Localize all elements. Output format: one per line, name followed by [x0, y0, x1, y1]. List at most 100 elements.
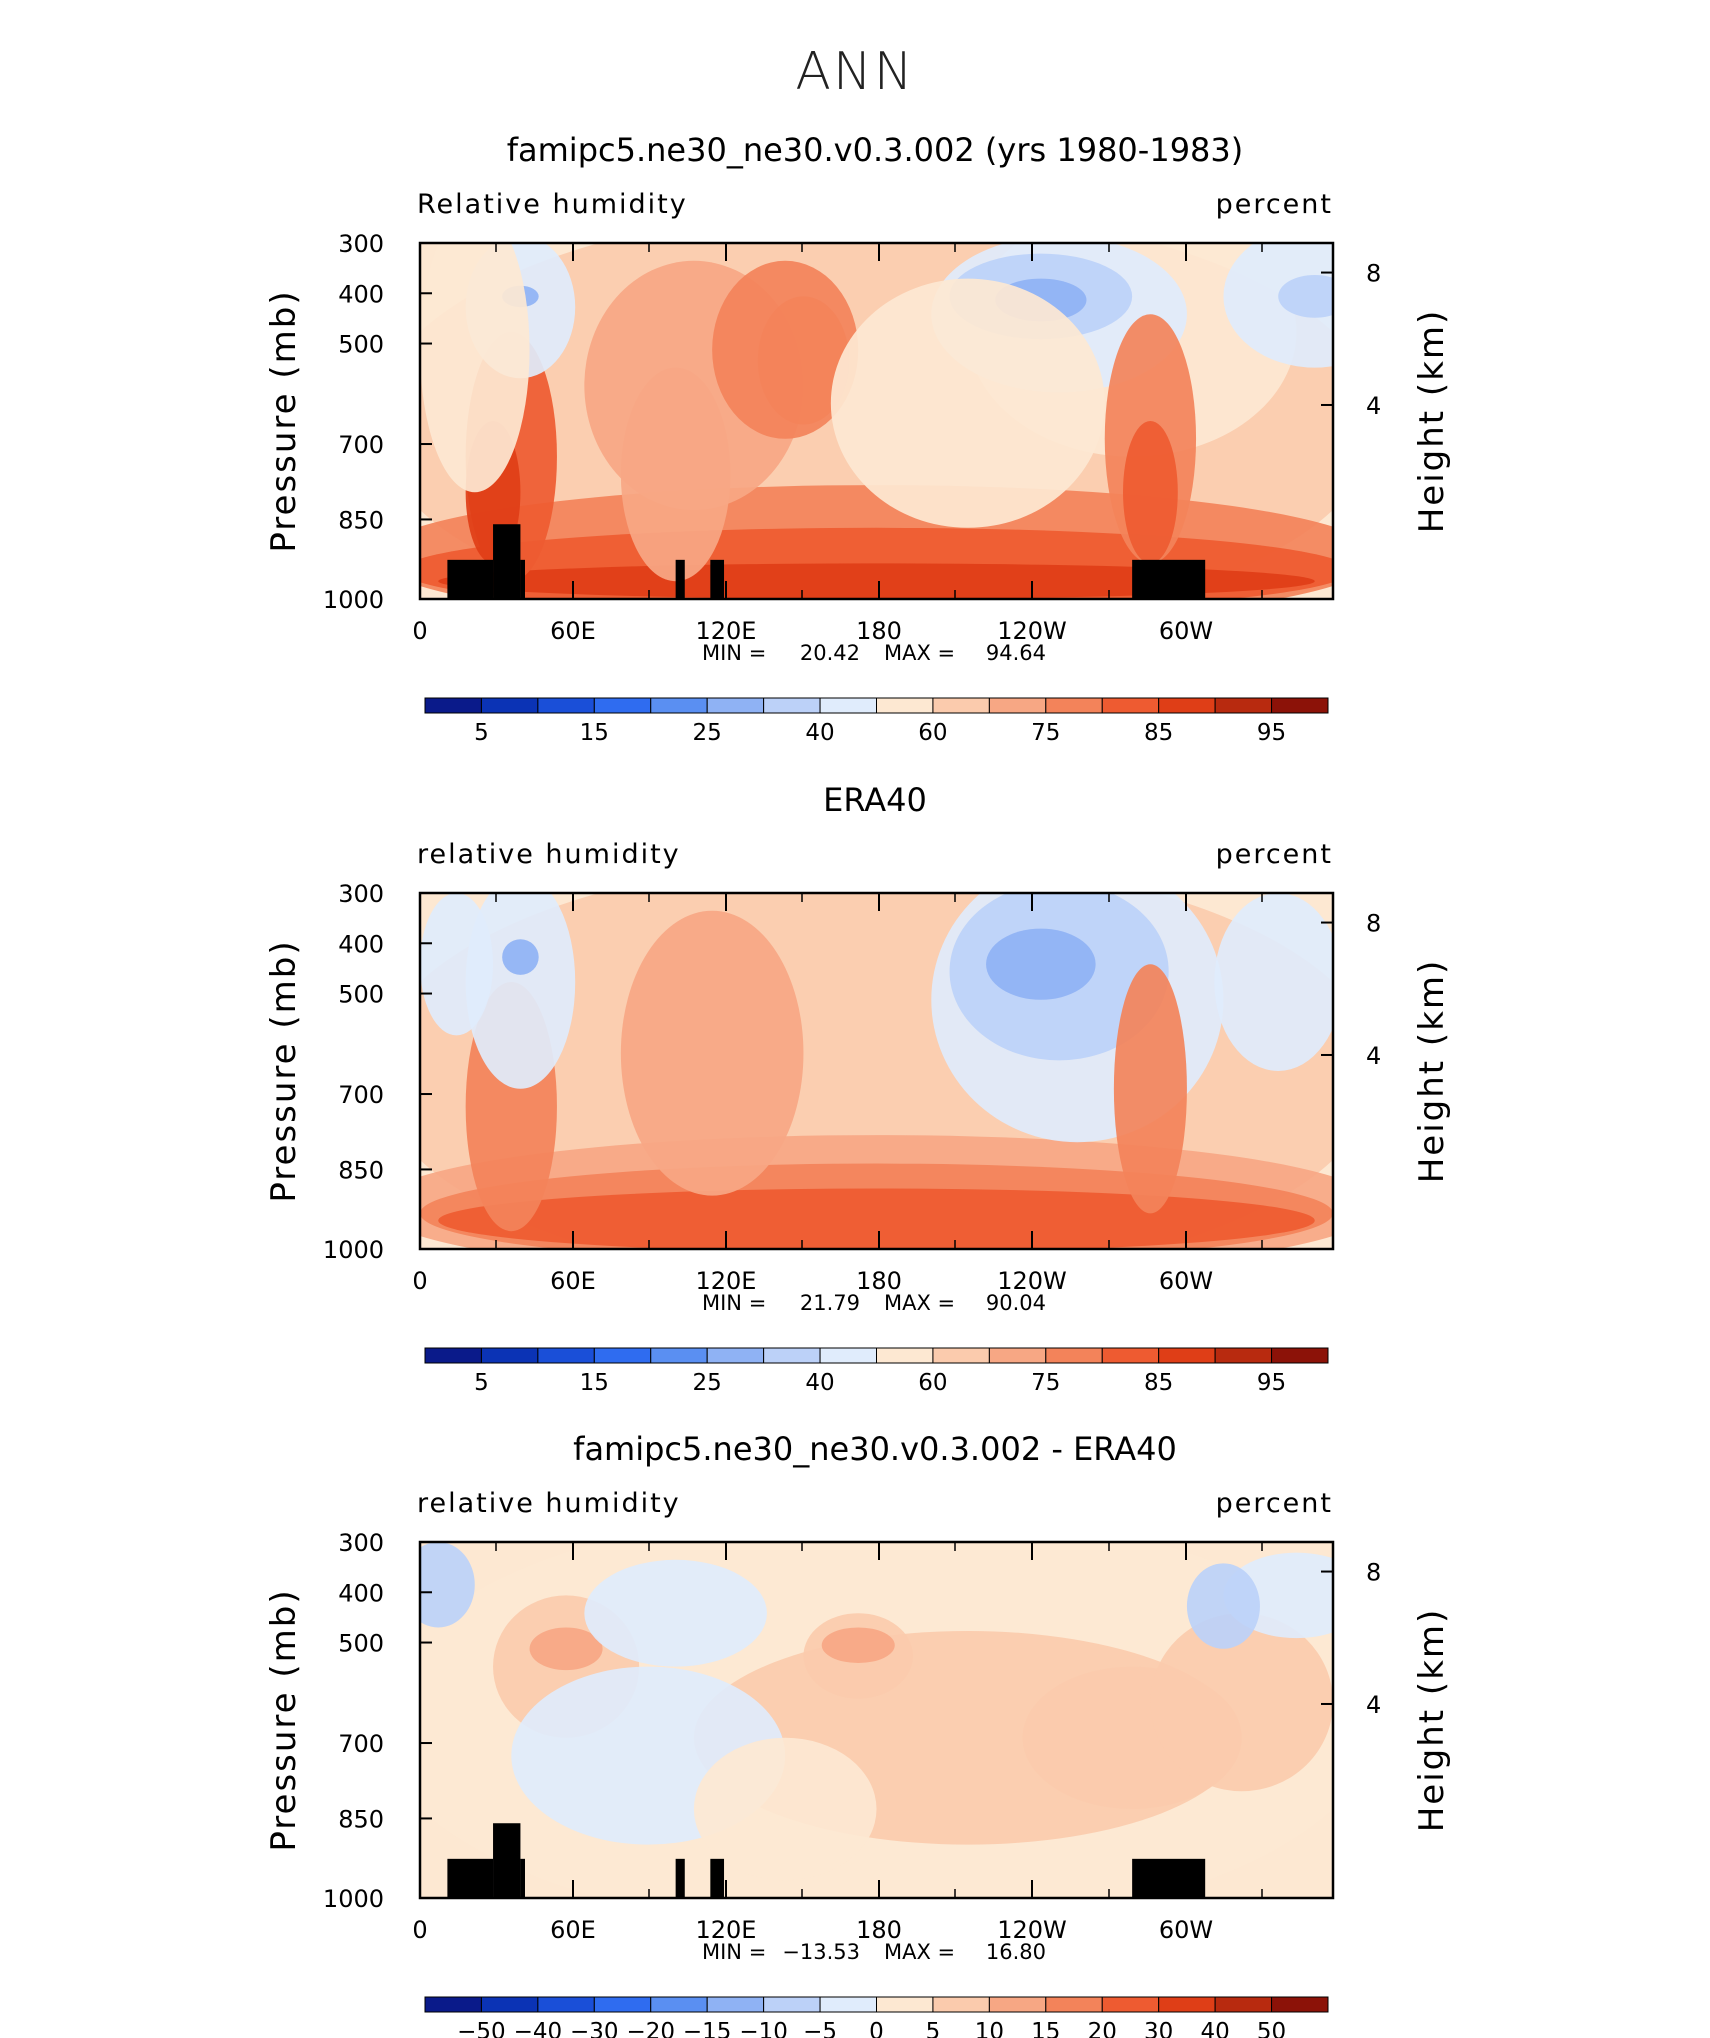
y-tick-label: 700 — [338, 1081, 384, 1109]
x-tick-label: 0 — [412, 1916, 427, 1944]
contour-region — [438, 1188, 1315, 1249]
x-tick-label: 60E — [550, 1916, 596, 1944]
colorbar-swatch — [480, 697, 539, 714]
contour-field — [420, 243, 1333, 599]
colorbar-swatch — [424, 1347, 482, 1364]
x-tick-label: 60E — [550, 1267, 596, 1295]
colorbar-swatch — [819, 1996, 877, 2013]
x-tick-label: 60W — [1159, 617, 1213, 645]
colorbar-swatch — [819, 1347, 877, 1364]
field-label: relative humidity — [417, 1488, 681, 1519]
y2-axis-label: Height (km) — [1412, 959, 1452, 1184]
units-label: percent — [1216, 839, 1333, 870]
x-tick-label: 120W — [997, 1267, 1067, 1295]
contour-region — [821, 1627, 895, 1664]
colorbar-swatch — [1101, 697, 1160, 714]
units-label: percent — [1216, 1488, 1333, 1519]
x-tick-label: 120E — [696, 1916, 757, 1944]
min-value: 20.42 — [800, 641, 860, 665]
contour-field — [420, 1542, 1333, 1898]
colorbar-swatch — [537, 1996, 595, 2013]
y2-axis-label: Height (km) — [1412, 1608, 1452, 1833]
y-tick-label: 300 — [338, 1529, 384, 1557]
colorbar-swatch — [876, 1347, 934, 1364]
x-tick-label: 60W — [1159, 1916, 1213, 1944]
y2-tick-label: 4 — [1366, 392, 1381, 420]
topography-mask — [493, 524, 521, 599]
contour-region — [620, 367, 731, 582]
colorbar-swatch — [1271, 697, 1329, 714]
x-tick-label: 180 — [856, 1267, 902, 1295]
colorbar-label: 5 — [474, 1370, 489, 1396]
colorbar-label: 15 — [1031, 2019, 1060, 2038]
colorbar-label: −30 — [570, 2019, 619, 2038]
colorbar-swatch — [988, 1996, 1047, 2013]
panel-title: ERA40 — [823, 781, 927, 819]
colorbar-swatch — [1101, 1347, 1160, 1364]
colorbar-swatch — [650, 1347, 708, 1364]
colorbar-swatch — [1158, 1347, 1216, 1364]
colorbar-swatch — [1158, 1996, 1216, 2013]
y-tick-label: 500 — [338, 1630, 384, 1658]
topography-mask — [675, 559, 685, 599]
colorbar-swatch — [1271, 1347, 1329, 1364]
contour-region — [757, 296, 850, 425]
x-tick-label: 180 — [856, 1916, 902, 1944]
y2-tick-label: 4 — [1366, 1042, 1381, 1070]
max-value: 90.04 — [986, 1291, 1046, 1315]
plot-frame — [418, 1540, 1335, 1900]
topography-mask — [675, 1858, 685, 1898]
topography-mask — [1132, 559, 1206, 599]
contour-region — [420, 243, 530, 493]
y-axis-label: Pressure (mb) — [264, 1588, 304, 1851]
max-value: 94.64 — [986, 641, 1046, 665]
y-tick-label: 850 — [338, 506, 384, 534]
colorbar-swatch — [537, 697, 595, 714]
colorbar-swatch — [1101, 1996, 1160, 2013]
colorbar-swatch — [650, 697, 708, 714]
colorbar-label: 95 — [1257, 1370, 1286, 1396]
plot-frame — [418, 241, 1335, 601]
contour-region — [620, 910, 804, 1196]
panel-title: famipc5.ne30_ne30.v0.3.002 - ERA40 — [573, 1430, 1177, 1468]
colorbar-swatch — [1045, 697, 1103, 714]
contour-field — [420, 893, 1333, 1249]
x-tick-label: 0 — [412, 1267, 427, 1295]
colorbar-swatch — [1158, 697, 1216, 714]
colorbar-swatch — [763, 1347, 821, 1364]
y-tick-label: 500 — [338, 331, 384, 359]
contour-region — [584, 1559, 767, 1667]
contour-region — [986, 928, 1096, 1000]
y-tick-label: 850 — [338, 1156, 384, 1184]
topography-mask — [1132, 1858, 1206, 1898]
colorbar-swatch — [1214, 697, 1273, 714]
field-label: Relative humidity — [417, 189, 688, 220]
x-tick-label: 120W — [997, 617, 1067, 645]
y2-tick-label: 8 — [1366, 910, 1381, 938]
colorbar-swatch — [424, 697, 482, 714]
colorbar-swatch — [1045, 1347, 1103, 1364]
y-tick-label: 400 — [338, 930, 384, 958]
min-label: MIN = — [702, 1291, 766, 1315]
y-tick-label: 300 — [338, 880, 384, 908]
colorbar-swatch — [706, 697, 765, 714]
colorbar-label: 15 — [580, 1370, 609, 1396]
colorbar-label: 15 — [580, 720, 609, 746]
colorbar-label: 85 — [1144, 1370, 1173, 1396]
y2-tick-label: 8 — [1366, 260, 1381, 288]
x-tick-label: 120W — [997, 1916, 1067, 1944]
colorbar-swatch — [1045, 1996, 1103, 2013]
panel-title: famipc5.ne30_ne30.v0.3.002 (yrs 1980-198… — [507, 131, 1244, 169]
min-value: −13.53 — [782, 1940, 860, 1964]
contour-region — [529, 1627, 603, 1671]
colorbar-swatch — [593, 697, 652, 714]
colorbar-swatch — [763, 697, 821, 714]
contour-region — [830, 278, 1105, 528]
x-tick-label: 60E — [550, 617, 596, 645]
colorbar-swatch — [1214, 1996, 1273, 2013]
contour-region — [420, 893, 494, 1036]
topography-mask — [710, 559, 725, 599]
colorbar-label: 5 — [474, 720, 489, 746]
